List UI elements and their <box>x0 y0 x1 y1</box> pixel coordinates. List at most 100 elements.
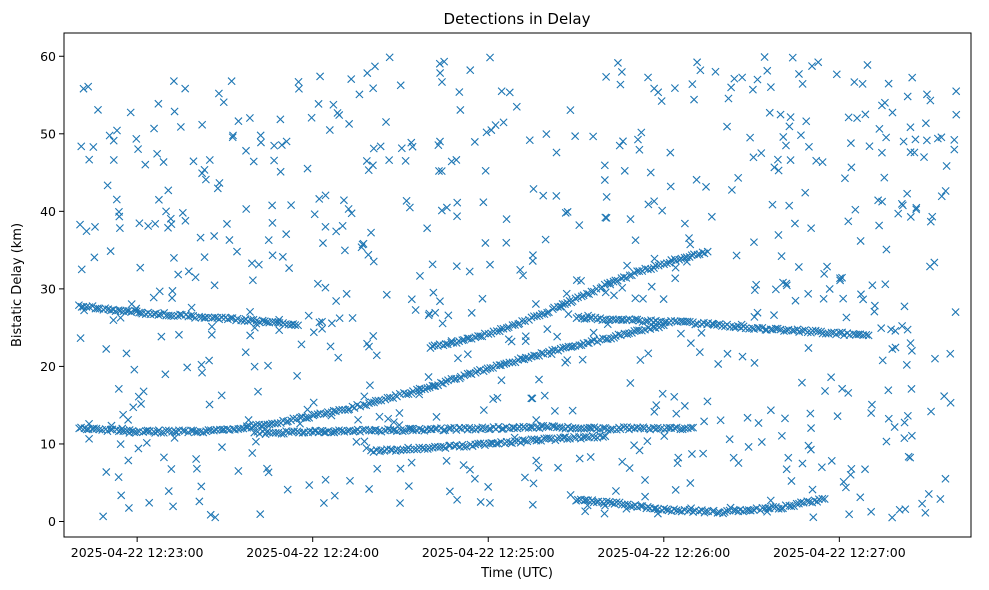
noise-point <box>197 360 206 369</box>
noise-point <box>900 418 909 427</box>
noise-point <box>303 164 312 173</box>
noise-point <box>318 317 326 326</box>
track-near-zero-point <box>670 505 679 514</box>
noise-point <box>787 476 796 485</box>
noise-point <box>600 176 609 185</box>
track-near-zero-point <box>792 499 801 508</box>
noise-point <box>109 156 118 165</box>
noise-point <box>396 81 405 90</box>
track-rising-steep-point <box>464 334 473 343</box>
track-rising-long-point <box>141 426 150 435</box>
noise-point <box>321 222 330 231</box>
noise-point <box>577 276 586 285</box>
track-rising-steep-point <box>613 276 622 285</box>
track-flat-12km-point <box>290 427 299 436</box>
track-rising-long-point <box>236 424 245 433</box>
noise-point <box>766 406 775 415</box>
track-rising-steep-point <box>495 327 504 336</box>
noise-point <box>807 224 816 233</box>
track-rising-long-point <box>239 424 248 433</box>
track-flat-12km-point <box>687 423 696 432</box>
noise-point <box>114 207 123 216</box>
track-near-zero-point <box>580 496 589 505</box>
noise-point <box>91 222 99 231</box>
noise-point <box>256 138 265 147</box>
track-flat-12km-point <box>532 423 541 432</box>
track-rising-long-point <box>313 410 322 419</box>
noise-point <box>339 196 348 205</box>
track-near-zero-point <box>796 498 805 507</box>
noise-point <box>638 294 647 303</box>
noise-point <box>512 102 521 111</box>
noise-point <box>189 157 198 166</box>
noise-point <box>827 456 836 465</box>
noise-point <box>877 324 886 333</box>
noise-point <box>90 253 99 262</box>
noise-point <box>951 308 960 317</box>
noise-point <box>321 475 330 484</box>
noise-point <box>516 265 525 274</box>
noise-point <box>699 449 708 458</box>
noise-point <box>438 319 447 328</box>
y-axis-label: Bistatic Delay (km) <box>10 223 25 347</box>
noise-point <box>105 131 114 140</box>
noise-point <box>109 316 118 325</box>
x-tick-label: 2025-04-22 12:27:00 <box>773 545 906 560</box>
track-falling-upper-point <box>294 321 303 330</box>
noise-point <box>254 260 263 269</box>
track-rising-long-point <box>139 428 148 437</box>
noise-point <box>132 134 141 143</box>
track-rising-long-point <box>305 413 314 422</box>
noise-point <box>922 136 931 145</box>
track-flat-12km-point <box>383 425 392 434</box>
noise-point <box>307 113 316 122</box>
noise-point <box>921 508 930 517</box>
track-near-zero-point <box>764 504 773 513</box>
noise-point <box>732 251 741 260</box>
noise-point <box>310 210 319 219</box>
track-rising-long-point <box>151 428 160 437</box>
noise-point <box>846 139 855 148</box>
noise-point <box>844 388 853 397</box>
noise-point <box>191 273 200 282</box>
noise-point <box>382 118 391 126</box>
y-tick-label: 0 <box>48 514 56 529</box>
noise-point <box>643 437 652 446</box>
track-flat-12km-point <box>277 429 286 438</box>
noise-point <box>187 303 196 312</box>
track-falling-lower-point <box>582 314 591 323</box>
noise-point <box>411 305 420 314</box>
noise-point <box>456 105 465 114</box>
noise-point <box>786 113 795 122</box>
noise-point <box>635 145 644 154</box>
noise-point <box>102 344 111 353</box>
noise-point <box>838 273 846 282</box>
track-falling-lower-point <box>803 328 812 337</box>
track-rising-long-point <box>106 425 115 434</box>
track-flat-12km-point <box>484 425 493 434</box>
noise-point <box>463 350 472 359</box>
noise-point <box>167 465 176 474</box>
noise-point <box>686 339 695 348</box>
y-tick-label: 40 <box>40 204 56 219</box>
noise-point <box>625 464 634 473</box>
track-flat-12km-point <box>441 426 449 435</box>
noise-point <box>228 133 237 142</box>
track-flat-12km-point <box>265 428 274 437</box>
track-near-zero-point <box>605 497 614 506</box>
noise-point <box>241 348 250 357</box>
noise-point <box>77 142 86 151</box>
noise-point <box>906 148 915 157</box>
noise-point <box>937 192 946 201</box>
noise-point <box>890 423 899 432</box>
noise-point <box>806 445 815 454</box>
noise-point <box>912 203 921 212</box>
noise-point <box>770 311 779 320</box>
noise-point <box>534 463 543 472</box>
noise-point <box>615 141 624 150</box>
track-rising-long-point <box>289 414 298 423</box>
track-rising-long-point <box>202 427 211 436</box>
track-rising-long-point <box>161 426 170 435</box>
noise-point <box>552 148 561 157</box>
track-rising-long-point <box>623 330 632 339</box>
